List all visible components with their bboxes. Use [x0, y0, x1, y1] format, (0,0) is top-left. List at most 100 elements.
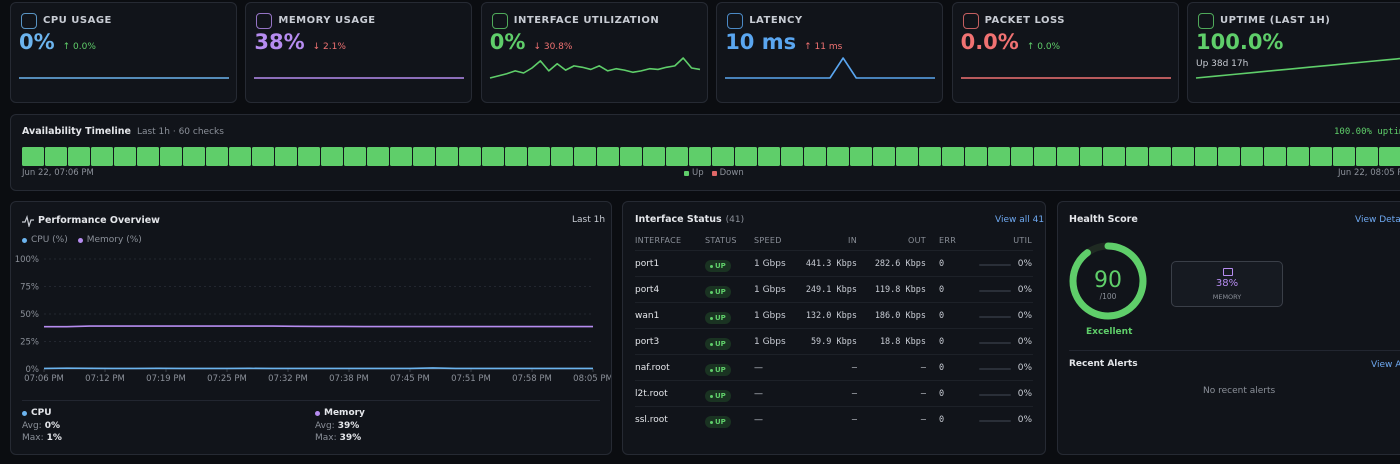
x-tick-label: 07:45 PM — [390, 374, 430, 384]
metric-delta: ↓ 30.8% — [533, 42, 573, 52]
metric-row: 100.0% — [1196, 30, 1283, 54]
check-block — [1080, 147, 1102, 166]
metric-label: CPU USAGE — [43, 15, 112, 26]
stat-label: Avg: — [315, 421, 335, 431]
y-tick-label: 50% — [20, 310, 39, 320]
sparkline — [19, 77, 229, 79]
sparkline — [489, 57, 700, 79]
legend-swatch — [711, 170, 717, 176]
check-block — [1264, 147, 1286, 166]
status-pill: UP — [705, 286, 731, 298]
util-track — [979, 394, 1011, 396]
check-block — [482, 147, 504, 166]
row-divider — [635, 302, 1033, 303]
legend-label: CPU (%) — [31, 235, 68, 245]
row-divider — [635, 406, 1033, 407]
metric-label: PACKET LOSS — [984, 15, 1065, 26]
check-block — [413, 147, 435, 166]
table-cell: 0% — [1017, 389, 1032, 399]
y-tick-label: 75% — [20, 283, 39, 293]
column-header: IN — [848, 236, 857, 245]
table-cell: 0 — [939, 337, 945, 347]
memory-label: MEMORY — [1212, 293, 1242, 301]
metric-value: 100.0% — [1196, 30, 1284, 54]
table-cell: — — [920, 415, 926, 425]
table-cell: naf.root — [635, 363, 670, 373]
legend-item: Memory (%) — [77, 235, 142, 245]
status-dot — [710, 290, 713, 294]
table-cell: 1 Gbps — [754, 259, 786, 269]
alerts-link[interactable]: View All — [1371, 360, 1400, 370]
table-cell: port4 — [635, 285, 660, 295]
row-divider — [635, 328, 1033, 329]
metric-icon — [727, 13, 744, 29]
performance-legend: CPU (%) Memory (%) — [22, 235, 142, 245]
stat-avg: Avg: 0% — [22, 421, 60, 431]
check-block — [160, 147, 182, 166]
check-block — [712, 147, 734, 166]
table-cell: 249.1 Kbps — [805, 285, 857, 295]
check-block — [505, 147, 527, 166]
availability-title: Availability Timeline — [22, 126, 131, 137]
check-block — [666, 147, 688, 166]
alerts-empty: No recent alerts — [1203, 386, 1276, 396]
check-block — [643, 147, 665, 166]
interface-link[interactable]: View all 41 — [995, 215, 1045, 225]
status-pill: UP — [705, 338, 731, 350]
check-block — [91, 147, 113, 166]
check-block — [988, 147, 1010, 166]
check-block — [919, 147, 941, 166]
metric-delta: ↑ 0.0% — [62, 42, 96, 52]
x-tick-label: 07:25 PM — [207, 374, 247, 384]
legend-swatch — [22, 237, 27, 243]
table-cell: — — [754, 363, 763, 373]
check-block — [114, 147, 136, 166]
check-block — [620, 147, 642, 166]
check-block — [896, 147, 918, 166]
check-block — [1333, 147, 1355, 166]
y-tick-label: 0% — [26, 365, 40, 375]
metric-row: 38% ↓ 2.1% — [254, 30, 346, 54]
table-cell: — — [851, 415, 857, 425]
status-text: UP — [715, 340, 726, 348]
table-cell: 0% — [1017, 337, 1032, 347]
y-tick-label: 100% — [15, 255, 39, 265]
check-block — [45, 147, 67, 166]
availability-end: Jun 22, 08:05 PM — [1338, 168, 1400, 178]
stat-value: 39% — [337, 421, 360, 431]
column-header: ERR — [939, 236, 957, 245]
memory-card: 38% MEMORY — [1171, 261, 1283, 307]
metric-icon — [21, 13, 37, 29]
status-dot — [710, 368, 713, 372]
check-block — [390, 147, 412, 166]
stat-value: 1% — [46, 433, 62, 443]
table-cell: — — [754, 415, 763, 425]
table-cell: 0% — [1017, 311, 1032, 321]
metric-row: 10 ms ↑ 11 ms — [725, 30, 842, 54]
metric-sub: Up 38d 17h — [1196, 59, 1249, 69]
metric-label: UPTIME (LAST 1H) — [1220, 15, 1331, 26]
metric-icon — [491, 13, 508, 29]
divider — [1069, 350, 1400, 351]
check-block — [367, 147, 389, 166]
legend-swatch — [684, 170, 689, 176]
sparkline-line — [1195, 57, 1400, 79]
legend-label: Memory (%) — [86, 235, 142, 245]
table-cell: 18.8 Kbps — [879, 337, 926, 347]
check-block — [873, 147, 895, 166]
table-cell: 0 — [939, 389, 945, 399]
metric-label: LATENCY — [749, 15, 803, 26]
health-max: /100 — [1100, 292, 1117, 301]
check-block — [942, 147, 964, 166]
series-line — [43, 367, 593, 370]
legend-label: Up — [692, 168, 704, 178]
table-cell: 441.3 Kbps — [805, 259, 857, 269]
sparkline-line — [725, 57, 936, 79]
status-pill: UP — [705, 416, 731, 428]
stat-name: Memory — [324, 408, 365, 418]
metric-label: MEMORY USAGE — [278, 15, 376, 26]
check-block — [1195, 147, 1217, 166]
metric-card: INTERFACE UTILIZATION 0% ↓ 30.8% — [480, 2, 708, 103]
table-cell: 0% — [1017, 415, 1032, 425]
health-link[interactable]: View Details — [1355, 215, 1400, 225]
